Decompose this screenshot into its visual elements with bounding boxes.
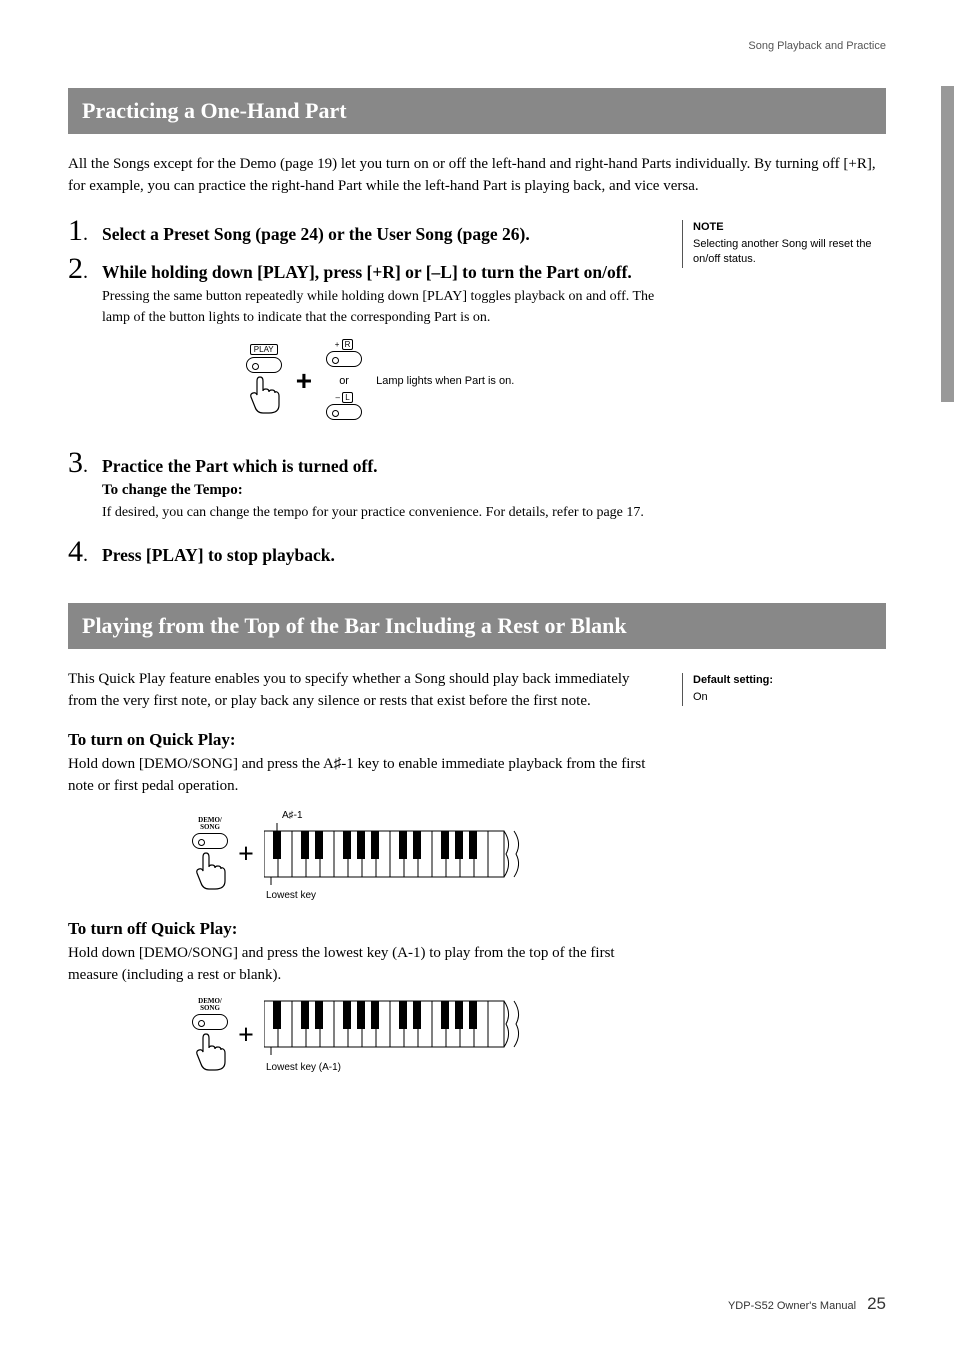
l-minus: – xyxy=(336,393,340,402)
l-button-icon xyxy=(326,404,362,420)
note-body: Selecting another Song will reset the on… xyxy=(693,237,882,268)
note-title: NOTE xyxy=(693,220,882,235)
default-setting-value: On xyxy=(693,690,882,705)
step-2-sub: Pressing the same button repeatedly whil… xyxy=(102,287,658,328)
section-header-practicing: Practicing a One-Hand Part xyxy=(68,88,886,134)
keyboard-icon xyxy=(264,999,534,1057)
step-3-title: Practice the Part which is turned off. xyxy=(102,455,658,478)
key-label-asharp: A♯-1 xyxy=(282,810,534,821)
or-text: or xyxy=(339,375,349,387)
keyboard-icon xyxy=(264,823,534,885)
breadcrumb: Song Playback and Practice xyxy=(68,40,886,52)
r-button-icon xyxy=(326,351,362,367)
page-footer: YDP-S52 Owner's Manual 25 xyxy=(728,1294,886,1314)
l-label: L xyxy=(342,392,352,403)
demo-song-button-icon xyxy=(192,833,228,849)
default-setting-sidebar: Default setting: On xyxy=(682,673,882,706)
demo-label-2: SONG xyxy=(192,824,228,831)
demo-label-2: SONG xyxy=(192,1005,228,1012)
play-label: PLAY xyxy=(250,344,278,355)
step-dot: . xyxy=(83,544,88,566)
step-number: 1 xyxy=(68,214,83,247)
lowest-key-caption: Lowest key xyxy=(266,890,534,901)
keyboard-diagram-off: DEMO/ SONG + xyxy=(68,998,658,1074)
quickplay-on-title: To turn on Quick Play: xyxy=(68,730,658,750)
manual-name: YDP-S52 Owner's Manual xyxy=(728,1300,856,1312)
step-number: 4 xyxy=(68,535,83,568)
step-2: 2. While holding down [PLAY], press [+R]… xyxy=(68,254,658,440)
play-button-icon xyxy=(246,357,282,373)
step-3-sub: If desired, you can change the tempo for… xyxy=(102,503,658,523)
hand-icon xyxy=(247,375,281,415)
step-number: 3 xyxy=(68,446,83,479)
demo-song-button-icon xyxy=(192,1014,228,1030)
step-dot: . xyxy=(83,223,88,245)
hand-icon xyxy=(193,851,227,891)
step-3: 3. Practice the Part which is turned off… xyxy=(68,448,658,523)
step-dot: . xyxy=(83,261,88,283)
note-sidebar: NOTE Selecting another Song will reset t… xyxy=(682,220,882,268)
step-number: 2 xyxy=(68,252,83,285)
quickplay-off-body: Hold down [DEMO/SONG] and press the lowe… xyxy=(68,943,658,987)
plus-icon: + xyxy=(296,365,312,397)
lowest-key-a1-caption: Lowest key (A-1) xyxy=(266,1062,534,1073)
step-2-title: While holding down [PLAY], press [+R] or… xyxy=(102,261,658,284)
plus-icon: + xyxy=(238,839,254,871)
lamp-caption: Lamp lights when Part is on. xyxy=(376,375,514,387)
step-dot: . xyxy=(83,455,88,477)
page-side-tab xyxy=(941,86,954,402)
step-4-title: Press [PLAY] to stop playback. xyxy=(102,544,658,567)
hand-icon xyxy=(193,1032,227,1072)
step-1: 1. Select a Preset Song (page 24) or the… xyxy=(68,216,658,246)
r-label: R xyxy=(342,339,354,350)
step-1-title: Select a Preset Song (page 24) or the Us… xyxy=(102,223,658,246)
section2-intro: This Quick Play feature enables you to s… xyxy=(68,669,658,713)
step-3-subbold: To change the Tempo: xyxy=(102,482,658,499)
page-number: 25 xyxy=(867,1294,886,1313)
r-plus: + xyxy=(335,340,340,349)
quickplay-on-body: Hold down [DEMO/SONG] and press the A♯-1… xyxy=(68,754,658,798)
section1-intro: All the Songs except for the Demo (page … xyxy=(68,154,886,198)
step-4: 4. Press [PLAY] to stop playback. xyxy=(68,537,658,567)
section-header-quickplay: Playing from the Top of the Bar Includin… xyxy=(68,603,886,649)
default-setting-title: Default setting: xyxy=(693,673,882,688)
quickplay-off-title: To turn off Quick Play: xyxy=(68,919,658,939)
keyboard-diagram-on: DEMO/ SONG + A♯-1 xyxy=(68,810,658,901)
play-button-diagram: PLAY + + R or – L xyxy=(102,340,658,422)
plus-icon: + xyxy=(238,1020,254,1052)
